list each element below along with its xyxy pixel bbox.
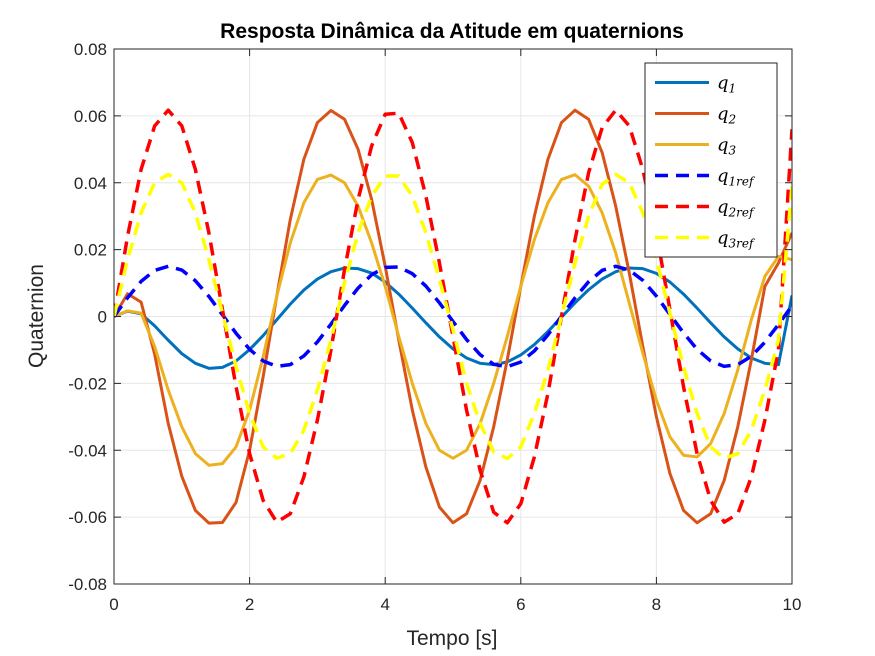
y-tick-label: -0.08 — [68, 575, 107, 594]
y-tick-label: 0.06 — [74, 107, 107, 126]
legend-label-subscript: 2 — [728, 113, 737, 127]
y-tick-label: 0 — [98, 308, 107, 327]
x-tick-label: 10 — [783, 595, 802, 614]
series-line-q3 — [114, 173, 792, 467]
legend-label-subscript: 3 — [729, 144, 737, 158]
series-line-q2ref — [114, 108, 792, 525]
x-axis-label: Tempo [s] — [406, 627, 497, 650]
legend-label-base: q — [717, 73, 729, 94]
series-line-q3ref — [114, 172, 792, 461]
legend-label-base: q — [717, 166, 729, 187]
x-tick-label: 2 — [245, 595, 254, 614]
y-tick-label: -0.04 — [68, 441, 107, 460]
legend-box — [644, 62, 778, 258]
legend-label-subscript: 3ref — [729, 237, 756, 251]
legend-label-q2: q2 — [717, 104, 736, 127]
x-tick-label: 6 — [516, 595, 525, 614]
x-tick-label: 4 — [380, 595, 389, 614]
legend-label-subscript: 1 — [729, 82, 737, 96]
x-tick-label: 0 — [109, 595, 118, 614]
legend-label-q3: q3 — [717, 135, 737, 158]
y-tick-label: -0.06 — [68, 508, 107, 527]
chart-title: Resposta Dinâmica da Atitude em quaterni… — [220, 20, 684, 43]
series-line-q1 — [114, 266, 792, 370]
y-tick-label: 0.08 — [74, 40, 107, 59]
y-tick-label: -0.02 — [68, 374, 107, 393]
legend-label-base: q — [717, 228, 729, 249]
legend-label-q1ref: q1ref — [717, 166, 756, 189]
x-tick-label: 8 — [652, 595, 661, 614]
series-line-q2 — [114, 108, 792, 525]
series-group — [114, 108, 792, 525]
legend-label-base: q — [717, 197, 729, 218]
legend-label-q3ref: q3ref — [717, 228, 756, 251]
legend-label-q2ref: q2ref — [717, 197, 756, 220]
y-tick-label: 0.02 — [74, 241, 107, 260]
legend-label-base: q — [717, 135, 729, 156]
y-axis-label: Quaternion — [25, 264, 48, 368]
legend-label-q1: q1 — [717, 73, 736, 96]
legend-label-base: q — [717, 104, 729, 125]
legend-label-subscript: 2ref — [728, 206, 756, 220]
series-line-q1ref — [114, 264, 792, 369]
y-tick-label: 0.04 — [74, 174, 107, 193]
legend-label-subscript: 1ref — [729, 175, 756, 189]
